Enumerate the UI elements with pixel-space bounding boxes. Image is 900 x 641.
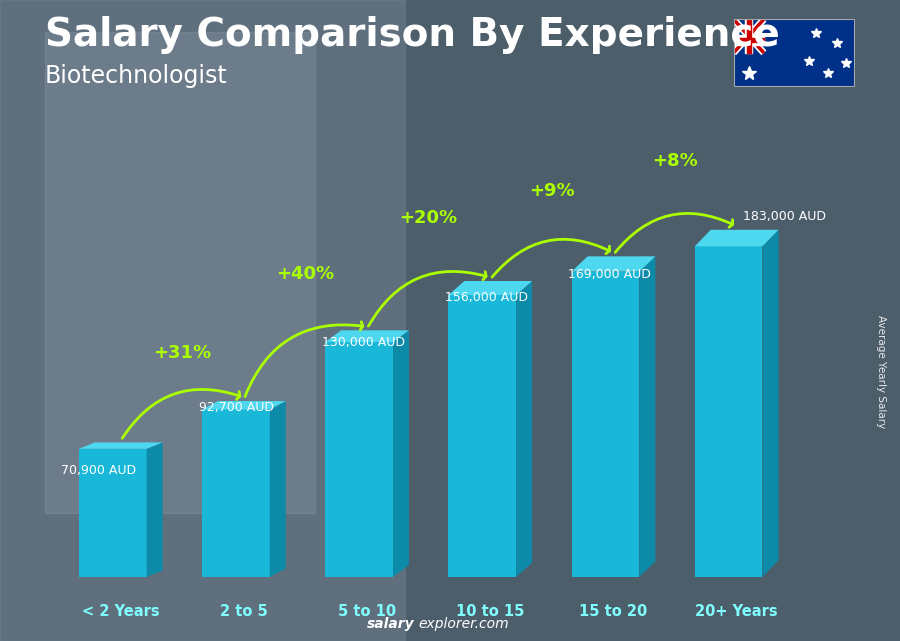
Polygon shape [448,281,532,295]
Bar [325,342,393,577]
Text: 15 to 20: 15 to 20 [580,604,648,619]
Bar [734,38,764,42]
Text: +40%: +40% [276,265,335,283]
Bar [202,410,270,577]
Polygon shape [147,442,163,577]
Text: 70,900 AUD: 70,900 AUD [61,464,136,477]
Bar [79,449,147,577]
Polygon shape [762,229,778,577]
Text: 156,000 AUD: 156,000 AUD [446,290,528,304]
Text: +20%: +20% [400,210,458,228]
Text: salary: salary [366,617,414,631]
Text: +9%: +9% [529,182,575,200]
Polygon shape [325,330,409,342]
Polygon shape [202,401,286,410]
Text: 2 to 5: 2 to 5 [220,604,268,619]
Polygon shape [695,229,778,246]
Bar [45,32,315,513]
Text: Biotechnologist: Biotechnologist [45,64,228,88]
Polygon shape [572,256,655,272]
Text: < 2 Years: < 2 Years [82,604,159,619]
Text: Salary Comparison By Experience: Salary Comparison By Experience [45,16,779,54]
Text: 5 to 10: 5 to 10 [338,604,396,619]
Bar [747,19,751,53]
Polygon shape [639,256,655,577]
Bar [405,0,900,641]
Bar [695,246,762,577]
Polygon shape [79,442,163,449]
Text: explorer.com: explorer.com [418,617,509,631]
Text: Average Yearly Salary: Average Yearly Salary [877,315,886,428]
Polygon shape [516,281,532,577]
Text: +31%: +31% [153,344,211,362]
Text: 92,700 AUD: 92,700 AUD [199,401,274,415]
Text: 169,000 AUD: 169,000 AUD [569,268,652,281]
Polygon shape [393,330,409,577]
Text: 20+ Years: 20+ Years [696,604,778,619]
Text: 183,000 AUD: 183,000 AUD [742,210,826,222]
Bar [0,0,405,641]
Text: 130,000 AUD: 130,000 AUD [322,336,405,349]
Polygon shape [270,401,286,577]
Text: 10 to 15: 10 to 15 [456,604,525,619]
Bar [745,19,752,53]
Bar [734,35,764,45]
Bar [572,272,639,577]
Bar [448,295,516,577]
Text: +8%: +8% [652,152,698,170]
